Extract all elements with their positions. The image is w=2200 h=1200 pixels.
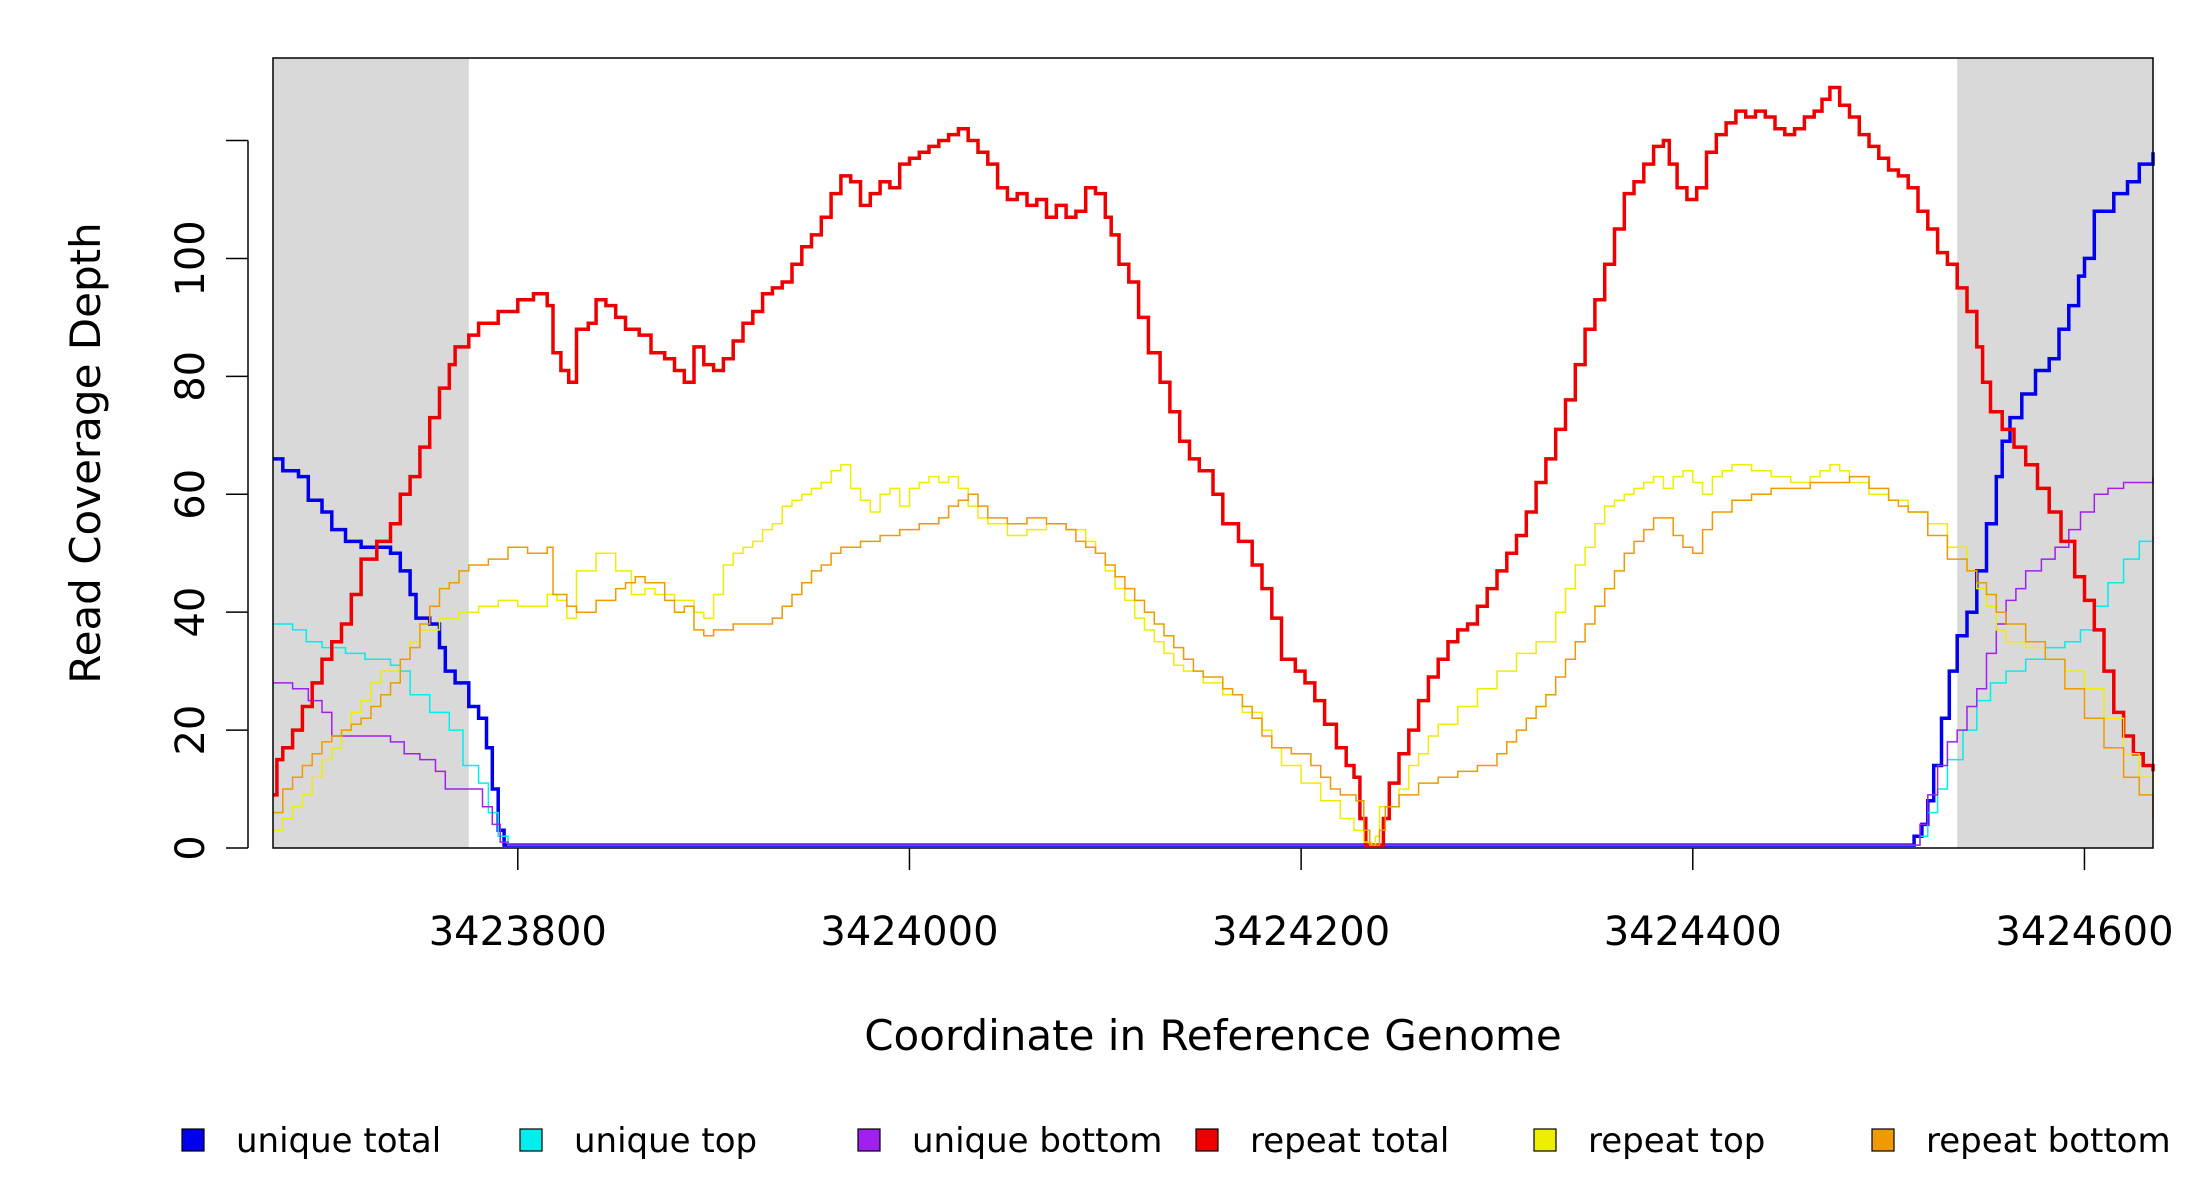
- y-tick-label: 60: [168, 469, 214, 520]
- series-unique-total: [273, 152, 2155, 847]
- legend-swatch: [1871, 1128, 1895, 1152]
- y-tick-label: 100: [168, 220, 214, 296]
- series-repeat-top: [273, 464, 2154, 846]
- plot-frame: [272, 57, 2154, 849]
- legend-item-repeat-top: repeat top: [1533, 1121, 1765, 1161]
- y-axis-title: Read Coverage Depth: [61, 222, 110, 683]
- legend-swatch: [1195, 1128, 1219, 1152]
- series-lines: [273, 85, 2155, 847]
- series-repeat-bottom: [273, 475, 2154, 846]
- x-tick-label: 3424200: [1212, 909, 1390, 955]
- legend-item-unique-bottom: unique bottom: [857, 1121, 1162, 1161]
- x-axis-title: Coordinate in Reference Genome: [864, 1011, 1562, 1060]
- y-tick-label: 80: [168, 351, 214, 402]
- legend-swatch: [181, 1128, 205, 1152]
- y-axis: 0 20 40 60 80 100: [168, 139, 249, 861]
- legend-item-unique-total: unique total: [181, 1121, 441, 1161]
- shaded-region-2: [1957, 58, 2153, 848]
- x-tick-label: 3424400: [1604, 909, 1782, 955]
- x-tick-label: 3424000: [820, 909, 998, 955]
- legend-item-repeat-bottom: repeat bottom: [1871, 1121, 2171, 1161]
- legend-swatch: [519, 1128, 543, 1152]
- x-tick-label: 3423800: [429, 909, 607, 955]
- y-tick-label: 0: [168, 835, 214, 860]
- series-repeat-total: [273, 85, 2155, 847]
- x-tick-label: 3424600: [1995, 909, 2173, 955]
- legend-label: unique total: [236, 1121, 441, 1161]
- legend-item-unique-top: unique top: [519, 1121, 757, 1161]
- legend: unique total unique top unique bottom repea…: [181, 1121, 2171, 1161]
- legend-label: repeat total: [1250, 1121, 1449, 1161]
- legend-label: repeat bottom: [1926, 1121, 2171, 1161]
- legend-swatch: [857, 1128, 881, 1152]
- x-axis: 3423800 3424000 3424200 3424400 3424600: [429, 848, 2174, 955]
- legend-label: unique top: [574, 1121, 757, 1161]
- series-unique-top: [273, 535, 2154, 846]
- shaded-regions: [273, 58, 2153, 848]
- y-tick-label: 40: [168, 587, 214, 638]
- series-unique-bottom: [273, 476, 2154, 846]
- legend-label: unique bottom: [912, 1121, 1162, 1161]
- y-tick-label: 20: [168, 705, 214, 756]
- legend-label: repeat top: [1588, 1121, 1765, 1161]
- legend-item-repeat-total: repeat total: [1195, 1121, 1449, 1161]
- legend-swatch: [1533, 1128, 1557, 1152]
